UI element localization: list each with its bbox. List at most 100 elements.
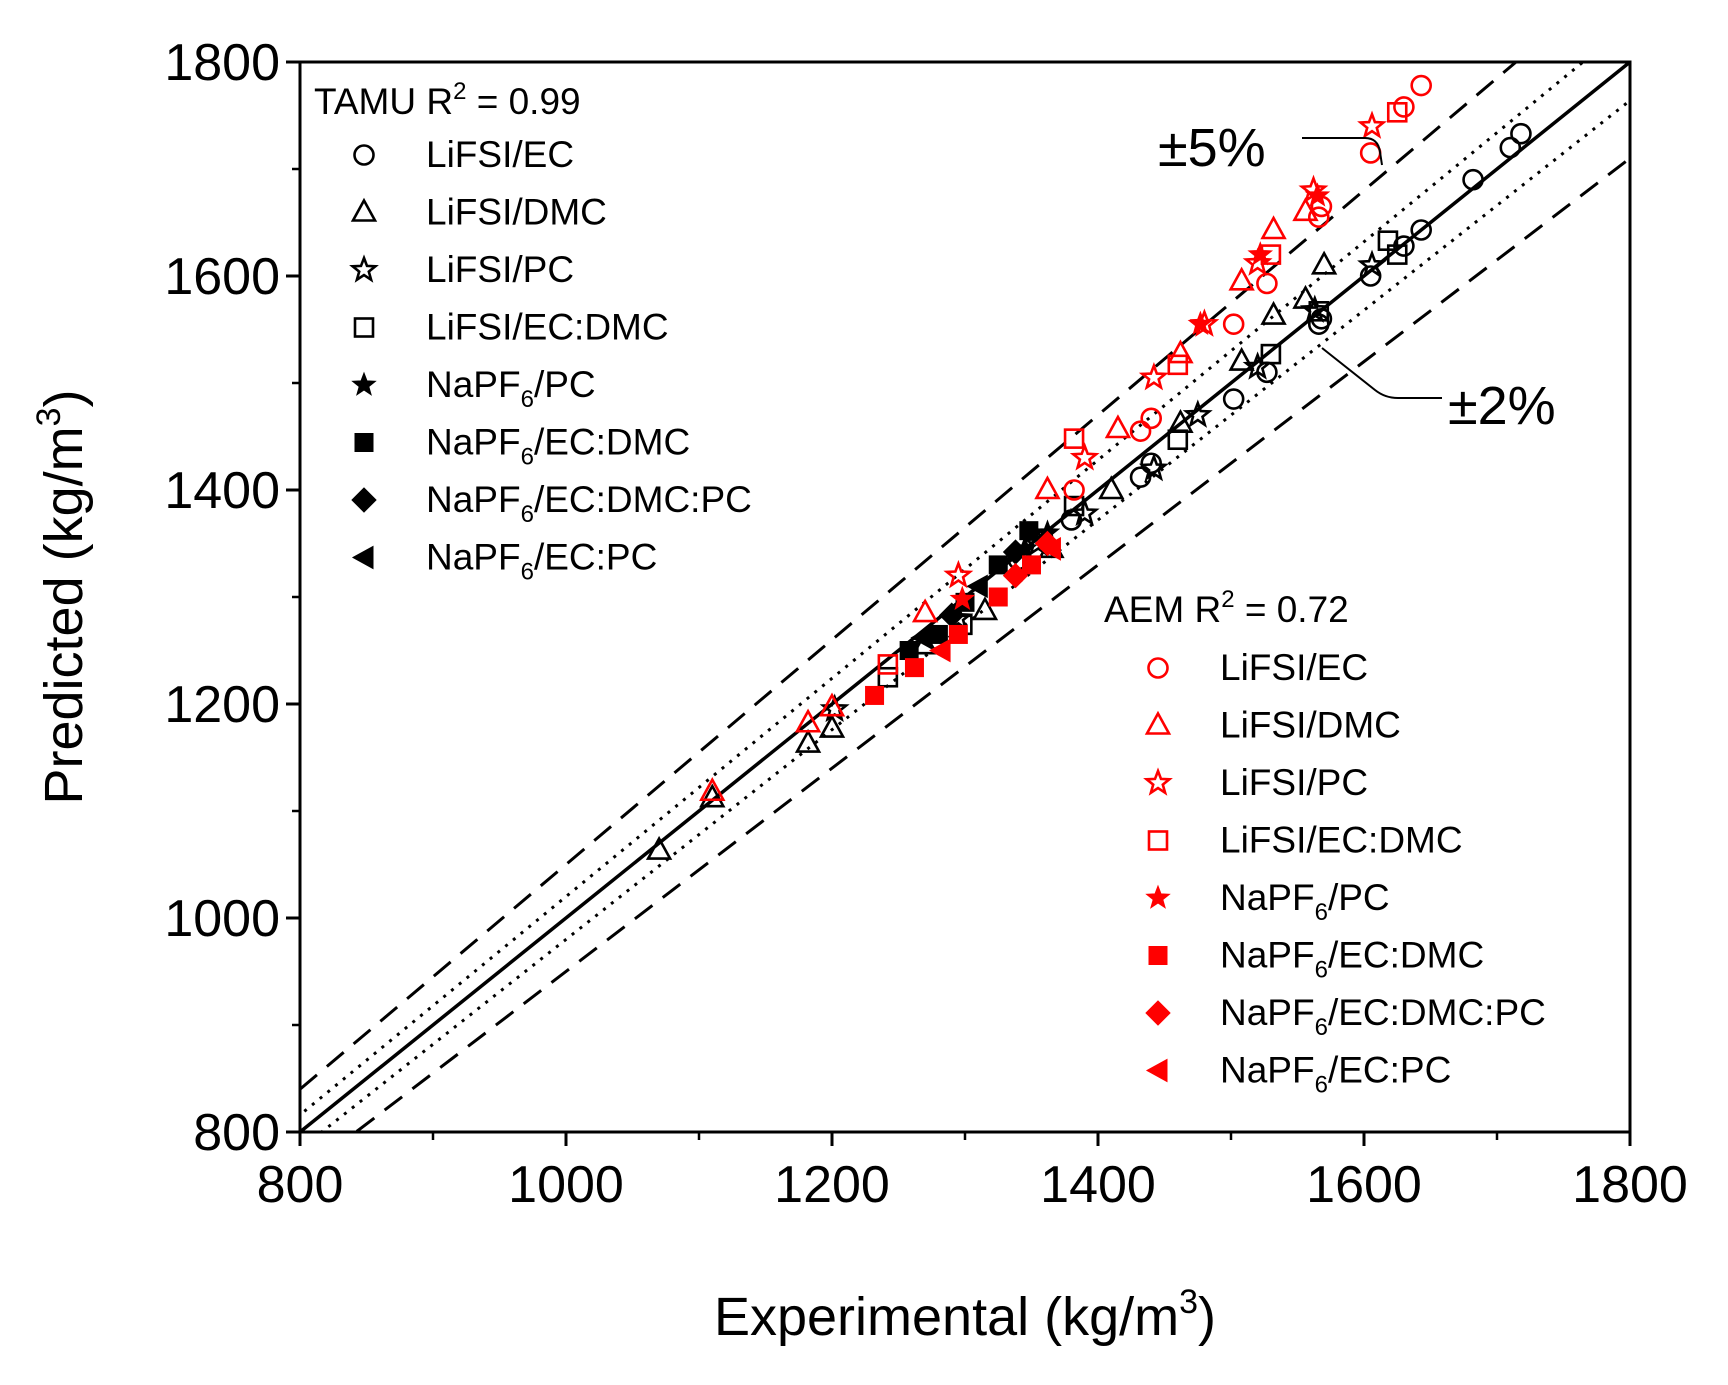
legend-label: NaPF6/EC:DMC:PC bbox=[1220, 992, 1546, 1041]
data-point-tamu bbox=[699, 783, 726, 808]
x-tick-label: 1000 bbox=[508, 1156, 624, 1214]
y-axis-title: Predicted (kg/m3) bbox=[30, 389, 94, 804]
y-tick-label: 1800 bbox=[164, 34, 280, 92]
data-point-aem bbox=[1063, 428, 1085, 449]
data-point-tamu bbox=[910, 625, 932, 650]
legend-marker bbox=[1147, 657, 1169, 679]
legend-label: NaPF6/EC:DMC:PC bbox=[426, 479, 752, 528]
data-point-tamu bbox=[988, 555, 1008, 575]
data-point-tamu bbox=[1138, 452, 1169, 482]
legend-label: NaPF6/EC:DMC bbox=[426, 422, 690, 471]
legend-label: NaPF6/PC bbox=[426, 364, 596, 413]
legend-marker bbox=[353, 144, 375, 166]
data-point-aem bbox=[1292, 197, 1319, 222]
legend-tamu: LiFSI/EC LiFSI/DMC LiFSI/PC LiFSI/EC:DMC NaP… bbox=[349, 134, 752, 586]
legend-marker bbox=[1145, 1000, 1171, 1026]
data-point-aem bbox=[1222, 313, 1245, 335]
data-point-tamu bbox=[877, 666, 899, 688]
data-point-aem bbox=[1359, 142, 1382, 164]
y-tick-label: 1000 bbox=[164, 890, 280, 948]
data-point-aem bbox=[988, 587, 1008, 607]
data-point-tamu bbox=[1462, 168, 1484, 191]
data-point-tamu bbox=[1228, 346, 1255, 371]
data-point-aem bbox=[911, 598, 939, 623]
data-point-tamu bbox=[1499, 136, 1522, 159]
data-point-aem bbox=[1256, 272, 1278, 295]
data-point-tamu bbox=[1222, 388, 1245, 410]
data-point-aem bbox=[904, 658, 924, 678]
data-point-tamu bbox=[1299, 294, 1330, 323]
x-axis-title: Experimental (kg/m3) bbox=[714, 1283, 1216, 1347]
x-tick-label: 1200 bbox=[774, 1156, 890, 1214]
band-2pct-line bbox=[300, 62, 1586, 1117]
legend-marker bbox=[1143, 767, 1173, 796]
data-point-aem bbox=[1063, 479, 1085, 501]
data-point-aem bbox=[1410, 74, 1432, 97]
data-point-tamu bbox=[1510, 122, 1532, 145]
legend-marker bbox=[350, 197, 378, 222]
data-point-aem bbox=[1140, 407, 1162, 430]
legend-label: LiFSI/PC bbox=[1220, 762, 1368, 803]
legend-marker bbox=[351, 545, 374, 570]
data-point-tamu bbox=[818, 713, 846, 738]
data-point-tamu bbox=[1098, 475, 1125, 500]
data-point-aem bbox=[877, 654, 899, 675]
data-point-tamu bbox=[1063, 495, 1085, 517]
data-point-tamu bbox=[1410, 219, 1432, 241]
data-point-aem bbox=[948, 624, 968, 644]
data-point-aem bbox=[1393, 96, 1415, 118]
legend-label: LiFSI/EC bbox=[426, 134, 574, 175]
legend-label: LiFSI/EC:DMC bbox=[1220, 820, 1463, 861]
data-point-aem bbox=[1039, 537, 1061, 561]
data-point-aem bbox=[1247, 241, 1274, 266]
x-tick-label: 1800 bbox=[1572, 1156, 1688, 1214]
data-point-aem bbox=[1260, 215, 1287, 240]
legend-label: NaPF6/EC:DMC bbox=[1220, 935, 1484, 984]
y-tick-label: 1600 bbox=[164, 248, 280, 306]
data-point-aem bbox=[1069, 442, 1100, 471]
legend-label: LiFSI/EC bbox=[1220, 647, 1368, 688]
band-5pct-line bbox=[300, 62, 1519, 1092]
data-point-aem bbox=[794, 708, 822, 733]
legend-marker bbox=[1148, 946, 1168, 965]
annotation-5pct: ±5% bbox=[1158, 118, 1266, 178]
data-point-aem bbox=[1129, 420, 1152, 442]
data-point-aem bbox=[929, 638, 951, 663]
data-point-aem bbox=[1022, 555, 1041, 575]
y-tick-label: 1400 bbox=[164, 462, 280, 520]
data-point-aem bbox=[1002, 562, 1029, 589]
data-point-aem bbox=[1138, 361, 1169, 391]
band-5pct-line bbox=[353, 156, 1630, 1132]
data-point-tamu bbox=[1182, 399, 1213, 428]
data-point-aem bbox=[1104, 414, 1132, 439]
data-point-tamu bbox=[1069, 497, 1100, 527]
annotation-2pct-leader bbox=[1321, 347, 1442, 399]
data-point-tamu bbox=[1260, 300, 1287, 325]
annotation-2pct: ±2% bbox=[1448, 376, 1556, 436]
data-point-tamu bbox=[1167, 429, 1189, 451]
legend-marker bbox=[1145, 884, 1171, 909]
legend-tamu-title: TAMU R2 = 0.99 bbox=[314, 78, 581, 122]
legend-aem-title: AEM R2 = 0.72 bbox=[1104, 586, 1349, 630]
data-point-tamu bbox=[899, 641, 919, 660]
data-point-aem bbox=[818, 692, 846, 717]
data-point-aem bbox=[1167, 339, 1194, 364]
legend-marker bbox=[351, 371, 377, 396]
legend-label: LiFSI/DMC bbox=[426, 192, 607, 233]
data-point-tamu bbox=[1308, 301, 1330, 322]
data-point-aem bbox=[699, 777, 726, 802]
data-point-aem bbox=[943, 559, 974, 589]
y-tick-label: 800 bbox=[193, 1104, 280, 1162]
data-point-tamu bbox=[1357, 249, 1387, 279]
annotation-5pct-leader bbox=[1302, 137, 1383, 166]
data-point-tamu bbox=[1260, 343, 1282, 365]
data-point-tamu bbox=[1310, 250, 1338, 275]
data-point-tamu bbox=[966, 574, 988, 599]
data-point-aem bbox=[1034, 475, 1061, 500]
axis-ticks: 800 1000 1200 1400 1600 1800 800 1000 1200 1400 16… bbox=[164, 34, 1688, 1214]
legend-marker bbox=[1144, 710, 1172, 735]
data-point-aem bbox=[1386, 101, 1408, 123]
data-point-aem bbox=[1187, 310, 1214, 336]
data-point-tamu bbox=[1019, 521, 1039, 541]
